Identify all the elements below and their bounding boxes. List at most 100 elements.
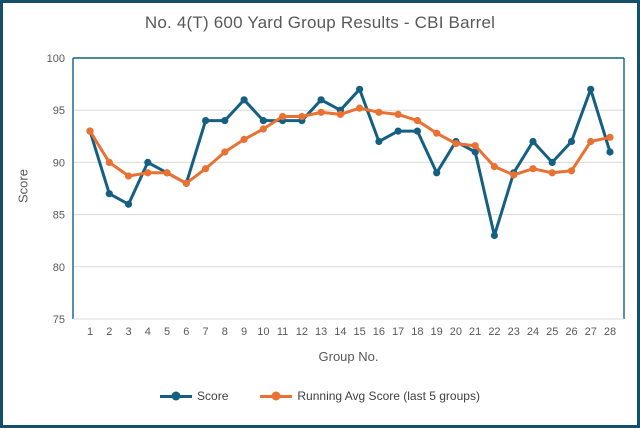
score-marker <box>471 148 479 156</box>
score-marker <box>317 96 325 104</box>
svg-text:25: 25 <box>546 326 558 338</box>
svg-text:100: 100 <box>47 53 65 65</box>
running-avg-marker <box>490 163 498 171</box>
svg-text:24: 24 <box>527 326 539 338</box>
running-avg-marker <box>163 169 171 177</box>
running-avg-marker <box>471 142 479 150</box>
score-marker <box>356 85 364 93</box>
running-avg-marker <box>413 117 421 125</box>
svg-text:12: 12 <box>296 326 308 338</box>
svg-text:8: 8 <box>222 326 228 338</box>
legend-running-avg-marker <box>260 391 293 401</box>
svg-text:85: 85 <box>53 210 65 222</box>
svg-text:20: 20 <box>450 326 462 338</box>
score-marker <box>221 117 229 125</box>
svg-text:80: 80 <box>53 262 65 274</box>
svg-text:16: 16 <box>373 326 385 338</box>
svg-text:95: 95 <box>53 105 65 117</box>
legend-score-marker <box>160 391 193 401</box>
score-marker <box>240 96 248 104</box>
svg-text:11: 11 <box>277 326 288 338</box>
svg-text:22: 22 <box>488 326 500 338</box>
plot-border <box>72 57 625 320</box>
svg-text:21: 21 <box>469 326 481 338</box>
score-marker <box>144 158 152 166</box>
series-running-avg <box>86 104 614 187</box>
svg-text:3: 3 <box>125 326 131 338</box>
chart-title: No. 4(T) 600 Yard Group Results - CBI Ba… <box>144 13 496 32</box>
running-avg-marker <box>182 179 190 187</box>
svg-text:9: 9 <box>241 326 247 338</box>
running-avg-marker <box>86 127 94 135</box>
legend-item-score: Score <box>160 389 228 403</box>
score-marker <box>606 148 614 156</box>
legend: Score Running Avg Score (last 5 groups) <box>3 389 637 403</box>
svg-text:2: 2 <box>106 326 112 338</box>
legend-running-avg-label: Running Avg Score (last 5 groups) <box>297 389 480 403</box>
running-avg-marker <box>259 125 267 133</box>
running-avg-marker <box>433 129 441 137</box>
running-avg-marker <box>298 112 306 121</box>
running-avg-marker <box>202 165 210 173</box>
running-avg-marker <box>144 169 152 177</box>
legend-running-avg-dot <box>271 391 281 401</box>
svg-text:14: 14 <box>334 326 346 338</box>
score-marker <box>529 137 537 146</box>
running-avg-marker <box>587 137 595 146</box>
running-avg-marker <box>394 110 402 118</box>
svg-text:17: 17 <box>392 326 404 338</box>
svg-text:27: 27 <box>585 326 597 338</box>
running-avg-marker <box>510 171 518 179</box>
legend-score-label: Score <box>197 389 229 403</box>
svg-text:6: 6 <box>183 326 189 338</box>
running-avg-marker <box>375 108 383 116</box>
svg-text:19: 19 <box>431 326 443 338</box>
svg-text:1: 1 <box>87 326 93 338</box>
legend-item-running-avg: Running Avg Score (last 5 groups) <box>260 389 480 403</box>
running-avg-line <box>88 106 612 185</box>
svg-text:10: 10 <box>257 326 269 338</box>
running-avg-marker <box>124 172 133 180</box>
score-marker <box>413 127 421 135</box>
running-avg-marker <box>336 110 344 118</box>
svg-text:28: 28 <box>604 326 616 338</box>
running-avg-marker <box>529 165 537 173</box>
svg-text:18: 18 <box>411 326 423 338</box>
x-tick-labels: 1 2 3 4 5 6 7 8 9 10 11 12 13 14 15 16 17 18 19 20 21 22 23 24 2… <box>87 326 616 338</box>
gridlines <box>73 109 624 268</box>
legend-score-dot <box>171 391 181 401</box>
svg-text:5: 5 <box>164 326 170 338</box>
score-marker <box>124 200 133 208</box>
score-marker <box>394 127 402 135</box>
running-avg-marker <box>240 135 248 143</box>
running-avg-marker <box>356 104 364 112</box>
svg-text:13: 13 <box>315 326 327 338</box>
running-avg-marker <box>548 169 556 177</box>
running-avg-marker <box>317 108 325 116</box>
running-avg-marker <box>221 148 229 156</box>
score-marker <box>433 169 441 177</box>
svg-text:7: 7 <box>202 326 208 338</box>
y-axis-title: Score <box>15 169 31 203</box>
score-marker <box>567 137 576 146</box>
svg-text:15: 15 <box>354 326 366 338</box>
score-marker <box>490 231 498 240</box>
running-avg-marker <box>452 140 460 148</box>
svg-text:23: 23 <box>508 326 520 338</box>
svg-text:4: 4 <box>145 326 151 338</box>
running-avg-marker <box>606 133 614 141</box>
svg-text:75: 75 <box>53 314 65 326</box>
score-marker <box>548 158 556 166</box>
x-axis-title: Group No. <box>318 349 379 364</box>
score-marker <box>587 85 595 93</box>
running-avg-marker <box>105 158 113 166</box>
score-marker <box>105 190 113 198</box>
score-marker <box>375 137 383 146</box>
score-marker <box>259 117 267 125</box>
running-avg-marker <box>279 112 287 121</box>
running-avg-marker <box>567 167 576 175</box>
score-marker <box>202 117 210 125</box>
y-tick-labels: 75 80 85 90 95 100 <box>47 53 65 326</box>
